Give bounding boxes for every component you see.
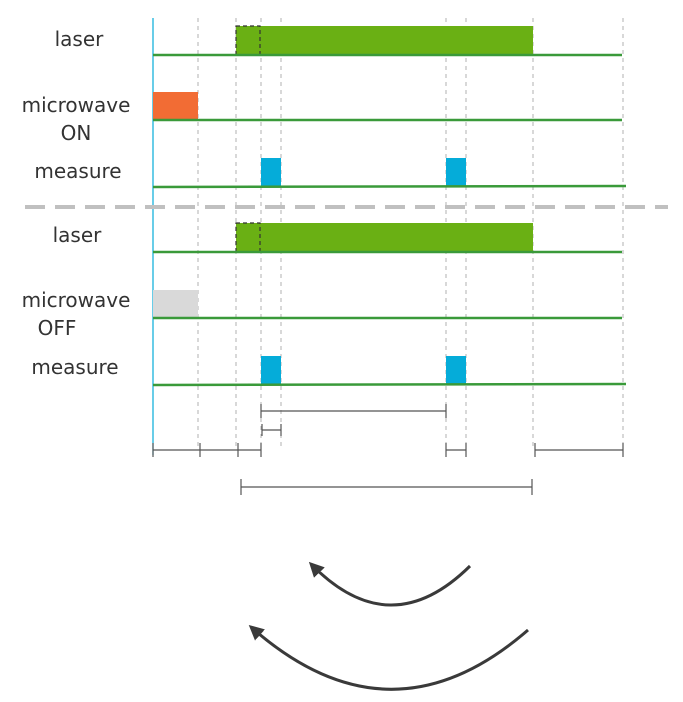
measure-separation-bracket [260, 404, 447, 418]
measure-window-2 [446, 158, 466, 186]
laser-pulse [260, 26, 533, 55]
channel-label-microwave-state: OFF [38, 316, 77, 340]
measure-window-1 [261, 158, 281, 186]
timing-brackets [152, 404, 624, 495]
microwave-on-pulse [153, 92, 198, 120]
laser-pump-segment [235, 222, 261, 253]
laser-pump-segment [235, 25, 261, 56]
section-microwave-off: laser microwave OFF measure [22, 222, 627, 387]
inner-repeat-arrow [308, 561, 472, 607]
channel-label-measure: measure [34, 159, 121, 183]
sequence-timeline [152, 443, 624, 457]
measure-window-bracket [261, 424, 282, 436]
channel-label-laser: laser [55, 27, 105, 51]
measure-baseline [152, 184, 627, 189]
outer-repeat-arrow [248, 625, 529, 691]
measure-window-1 [261, 356, 281, 384]
channel-label-microwave-state: ON [61, 121, 92, 145]
measure-baseline [152, 382, 627, 387]
section-microwave-on: laser microwave ON measure [22, 25, 627, 189]
channel-label-measure: measure [31, 355, 118, 379]
channel-label-microwave: microwave [22, 93, 131, 117]
measure-window-2 [446, 356, 466, 384]
channel-label-laser: laser [53, 223, 103, 247]
laser-duration-bracket [240, 479, 533, 495]
laser-pulse [260, 223, 533, 252]
channel-label-microwave: microwave [22, 288, 131, 312]
microwave-off-pulse [153, 290, 198, 318]
